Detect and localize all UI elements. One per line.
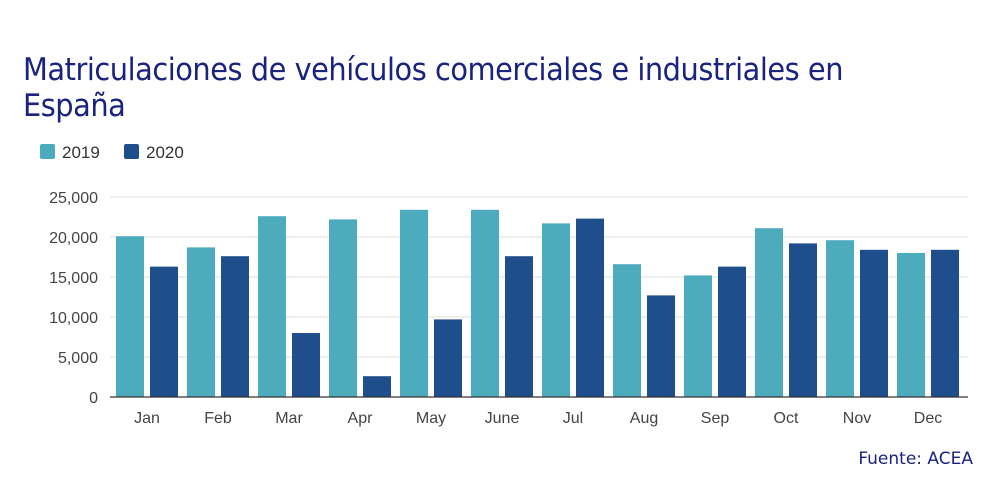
bar-2019-Oct bbox=[755, 228, 783, 397]
x-tick-label: Oct bbox=[774, 410, 799, 427]
bar-2019-Jan bbox=[116, 236, 144, 397]
legend-label: 2019 bbox=[62, 143, 100, 162]
bar-2020-June bbox=[505, 256, 533, 397]
bar-2019-May bbox=[400, 209, 428, 397]
bar-2019-Apr bbox=[329, 219, 357, 397]
bar-2019-Jul bbox=[542, 223, 570, 397]
bar-2020-Oct bbox=[789, 243, 817, 397]
bar-2020-Jul bbox=[576, 218, 604, 397]
bar-2019-June bbox=[471, 209, 499, 397]
bar-2019-Dec bbox=[897, 253, 925, 397]
y-tick-label: 15,000 bbox=[49, 270, 98, 287]
bar-2020-Sep bbox=[718, 266, 746, 397]
y-tick-label: 0 bbox=[89, 390, 98, 407]
x-tick-label: Aug bbox=[630, 410, 658, 427]
legend-swatch-2019 bbox=[40, 144, 55, 159]
bar-2019-Sep bbox=[684, 275, 712, 397]
y-tick-label: 25,000 bbox=[49, 190, 98, 207]
x-tick-label: Feb bbox=[204, 410, 232, 427]
x-tick-label: Sep bbox=[701, 410, 730, 427]
x-tick-label: Nov bbox=[843, 410, 871, 427]
x-tick-label: Apr bbox=[348, 410, 374, 427]
bar-2020-Apr bbox=[363, 376, 391, 397]
legend-swatch-2020 bbox=[124, 144, 139, 159]
bar-2020-May bbox=[434, 319, 462, 397]
source-note: Fuente: ACEA bbox=[858, 449, 973, 469]
x-tick-label: May bbox=[416, 410, 446, 427]
bar-2019-Mar bbox=[258, 216, 286, 397]
y-tick-label: 10,000 bbox=[49, 310, 98, 327]
bar-2020-Dec bbox=[931, 249, 959, 397]
bar-2020-Mar bbox=[292, 333, 320, 397]
x-tick-label: Dec bbox=[914, 410, 942, 427]
bar-2019-Nov bbox=[826, 240, 854, 397]
legend-label: 2020 bbox=[146, 143, 184, 162]
x-tick-label: Jan bbox=[134, 410, 160, 427]
bar-2019-Aug bbox=[613, 264, 641, 397]
x-tick-label: Mar bbox=[275, 410, 303, 427]
bar-2020-Feb bbox=[221, 256, 249, 397]
bar-2020-Nov bbox=[860, 249, 888, 397]
y-tick-label: 5,000 bbox=[58, 350, 98, 367]
chart-title: Matriculaciones de vehículos comerciales… bbox=[23, 52, 844, 124]
x-tick-label: Jul bbox=[563, 410, 583, 427]
x-tick-label: June bbox=[485, 410, 520, 427]
y-tick-label: 20,000 bbox=[49, 230, 98, 247]
bar-2020-Jan bbox=[150, 266, 178, 397]
bar-2020-Aug bbox=[647, 295, 675, 397]
bar-2019-Feb bbox=[187, 247, 215, 397]
